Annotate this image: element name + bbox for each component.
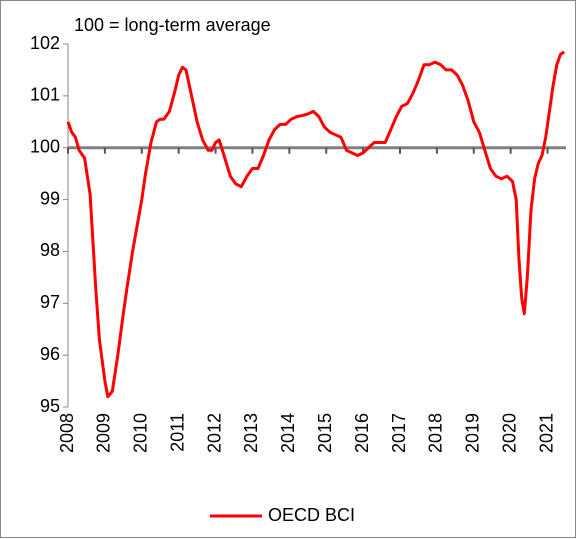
x-tick-label: 2009: [94, 413, 114, 453]
x-tick-label: 2013: [241, 413, 261, 453]
annotation: 100 = long-term average: [74, 15, 271, 35]
x-tick-label: 2012: [204, 413, 224, 453]
x-tick-label: 2017: [389, 413, 409, 453]
y-tick-label: 98: [40, 240, 60, 260]
y-tick-label: 102: [30, 33, 60, 53]
x-tick-label: 2011: [167, 413, 187, 452]
x-tick-label: 2016: [352, 413, 372, 453]
y-tick-label: 95: [40, 396, 60, 416]
x-tick-label: 2020: [499, 413, 519, 453]
y-tick-label: 97: [40, 292, 60, 312]
x-tick-label: 2014: [278, 413, 298, 453]
x-tick-label: 2015: [315, 413, 335, 453]
y-tick-label: 99: [40, 188, 60, 208]
legend-label: OECD BCI: [268, 505, 355, 525]
y-tick-label: 101: [30, 85, 60, 105]
x-tick-label: 2010: [131, 413, 151, 453]
x-tick-label: 2019: [463, 413, 483, 453]
y-tick-label: 100: [30, 136, 60, 156]
line-series: [66, 50, 566, 399]
x-tick-label: 2008: [57, 413, 77, 453]
x-tick-label: 2018: [426, 413, 446, 453]
y-tick-label: 96: [40, 344, 60, 364]
x-tick-label: 2021: [536, 413, 556, 453]
